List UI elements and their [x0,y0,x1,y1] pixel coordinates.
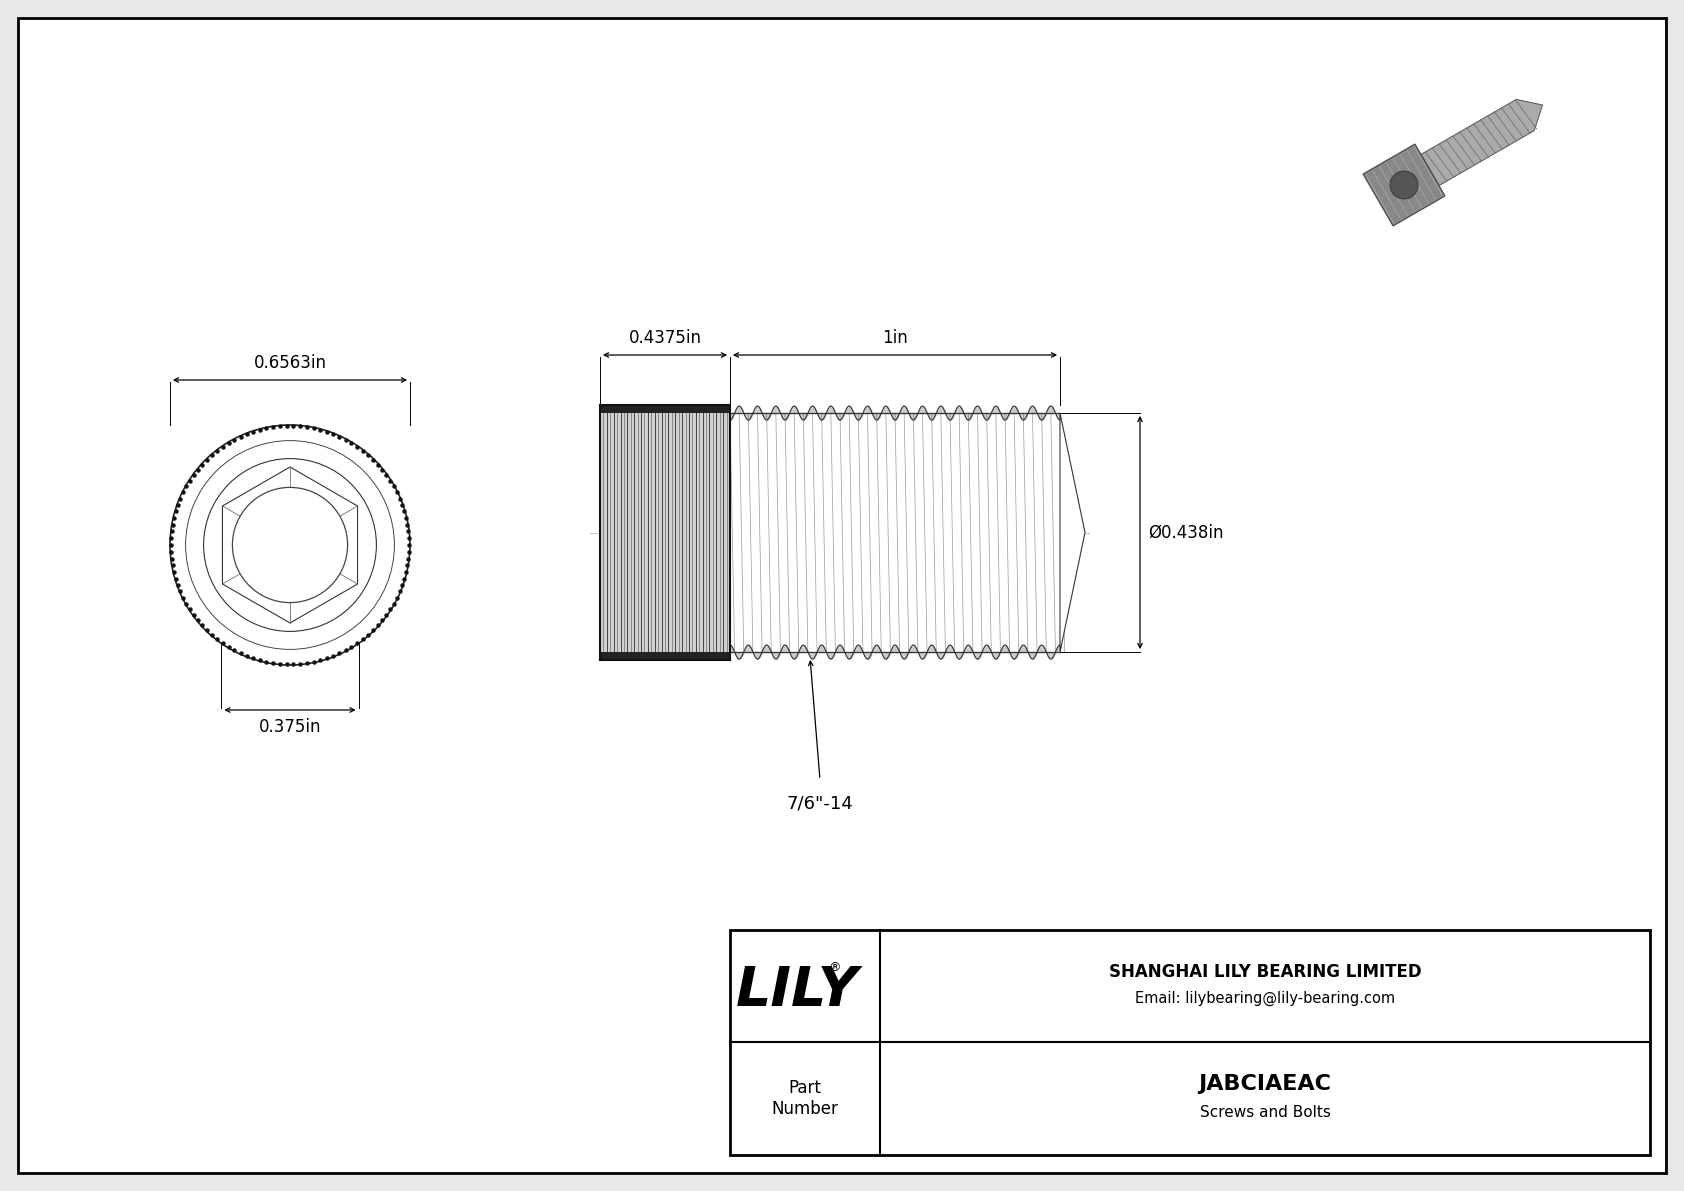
Polygon shape [1059,413,1084,651]
Text: 1in: 1in [882,329,908,347]
Text: 0.375in: 0.375in [259,718,322,736]
Text: 7/6"-14: 7/6"-14 [786,796,854,813]
Bar [600,405,729,413]
Circle shape [170,425,409,665]
Circle shape [204,459,377,631]
Polygon shape [222,467,357,623]
Text: SHANGHAI LILY BEARING LIMITED: SHANGHAI LILY BEARING LIMITED [1108,964,1421,981]
Text: JABCIAEAC: JABCIAEAC [1199,1074,1332,1095]
Text: Email: lilybearing@lily-bearing.com: Email: lilybearing@lily-bearing.com [1135,991,1394,1005]
Text: 0.4375in: 0.4375in [628,329,702,347]
FancyBboxPatch shape [19,18,1665,1173]
Bar [729,930,1650,1155]
Text: 0.6563in: 0.6563in [254,354,327,372]
Bar [600,405,729,660]
Text: Screws and Bolts: Screws and Bolts [1199,1105,1330,1120]
Text: Part
Number: Part Number [771,1079,839,1118]
Bar [600,651,729,660]
Polygon shape [1362,144,1445,226]
Text: LILY: LILY [736,964,859,1018]
Text: Ø0.438in: Ø0.438in [1148,524,1224,542]
Circle shape [1389,172,1418,199]
Circle shape [185,441,394,649]
Bar [729,420,1059,646]
Circle shape [232,487,347,603]
Polygon shape [1421,99,1543,186]
Text: ®: ® [829,961,842,974]
